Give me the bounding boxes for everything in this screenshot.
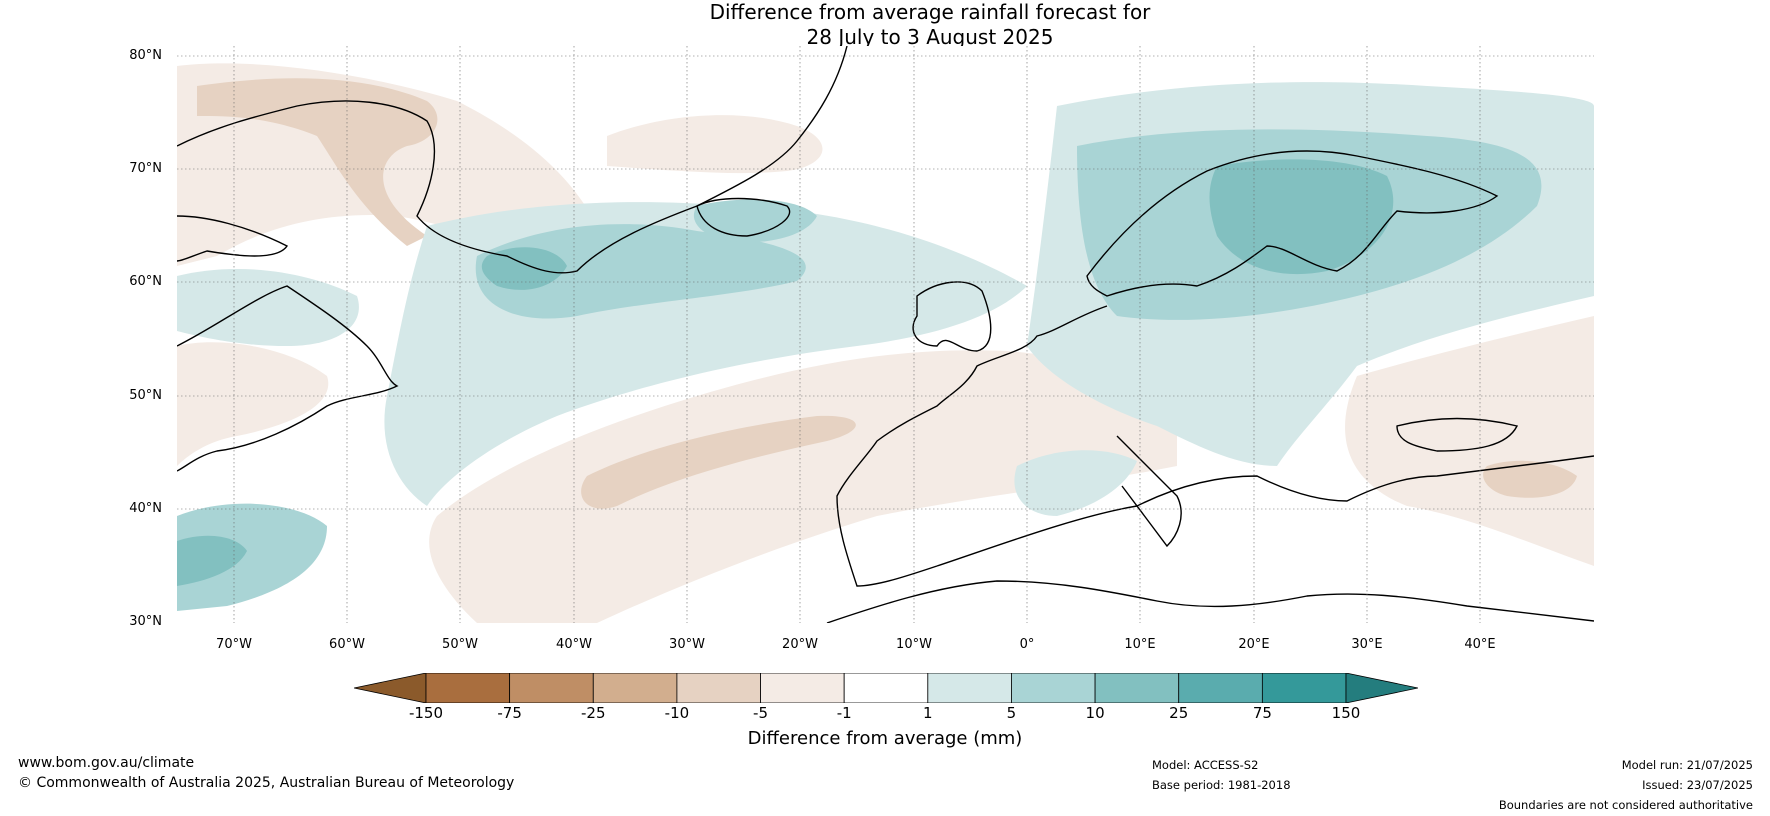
scandinavia-coast: [1086, 150, 1499, 297]
colorbar-tick-label: 1: [923, 704, 933, 722]
colorbar-tick-label: 5: [1006, 704, 1017, 722]
lat-label-70n: 70°N: [129, 161, 162, 176]
wet-area-atlantic-core: [475, 224, 806, 319]
anomaly-fields: [177, 63, 1594, 623]
dry-area-mid-atlantic: [429, 350, 1177, 623]
wet-area-subtropical: [177, 503, 327, 611]
baffin-coast: [177, 215, 289, 262]
dry-area-labrador: [177, 342, 329, 466]
lon-label-10e: 10°E: [1124, 637, 1156, 652]
lat-label-60n: 60°N: [129, 274, 162, 289]
british-isles-coast: [912, 281, 992, 352]
footer-copyright: © Commonwealth of Australia 2025, Austra…: [18, 775, 515, 791]
colorbar-arrow-left: [354, 673, 427, 703]
colorbar-segment: [843, 673, 929, 703]
black-sea-coast: [1396, 417, 1519, 452]
wet-area-iceland: [693, 199, 817, 243]
lon-label-30w: 30°W: [669, 637, 705, 652]
colorbar-tick-label: 10: [1085, 704, 1105, 722]
colorbar-segment: [927, 673, 1012, 703]
iceland-coast: [696, 197, 791, 237]
lon-label-60w: 60°W: [329, 637, 365, 652]
colorbar-tick-label: -1: [836, 704, 852, 722]
colorbar-segment: [760, 673, 845, 703]
lon-label-30e: 30°E: [1351, 637, 1383, 652]
wet-area-mediterranean: [1014, 450, 1137, 516]
dry-area-mid-atlantic-core: [581, 415, 856, 509]
title-line-2: 28 July to 3 August 2025: [806, 25, 1054, 49]
colorbar-tick-label: -10: [664, 704, 690, 722]
colorbar-segment: [1178, 673, 1263, 703]
italy-coast: [1116, 435, 1182, 548]
lon-label-10w: 10°W: [896, 637, 932, 652]
colorbar-label: Difference from average (mm): [747, 728, 1023, 749]
lat-label-40n: 40°N: [129, 501, 162, 516]
map-svg: [177, 46, 1594, 623]
colorbar-tick-label: -150: [408, 704, 444, 722]
footer-issued: Issued: 23/07/2025: [1642, 778, 1753, 792]
wet-area-canada: [177, 268, 359, 346]
map-title: Difference from average rainfall forecas…: [0, 0, 1770, 50]
colorbar-tick-label: -25: [581, 704, 606, 722]
colorbar-segment: [1261, 673, 1347, 703]
mediterranean-coast: [936, 455, 1594, 567]
colorbar-segment: [425, 673, 511, 703]
colorbar-arrow-right: [1345, 673, 1418, 703]
colorbar-tick-label: 75: [1252, 704, 1272, 722]
europe-atlantic-coast: [836, 305, 1108, 587]
colorbar-segment: [1094, 673, 1180, 703]
colorbar-tick-label: -5: [753, 704, 769, 722]
dry-area-greenland-core: [197, 78, 438, 246]
footer-base-period: Base period: 1981-2018: [1152, 778, 1291, 792]
lon-label-50w: 50°W: [442, 637, 478, 652]
footer-disclaimer: Boundaries are not considered authoritat…: [1498, 798, 1753, 812]
footer-model-run: Model run: 21/07/2025: [1621, 758, 1753, 772]
dry-area-north-atlantic: [607, 115, 823, 174]
colorbar-segment: [676, 673, 761, 703]
lat-label-80n: 80°N: [129, 48, 162, 63]
graticule: [177, 46, 1594, 623]
colorbar-tick-label: 25: [1169, 704, 1189, 722]
footer-model: Model: ACCESS-S2: [1152, 758, 1259, 772]
title-line-1: Difference from average rainfall forecas…: [709, 0, 1151, 24]
lon-label-0: 0°: [1019, 637, 1035, 652]
colorbar-segment: [509, 673, 594, 703]
lon-label-40e: 40°E: [1464, 637, 1496, 652]
colorbar-tick-label: -75: [497, 704, 522, 722]
colorbar-tick-label: 150: [1331, 704, 1361, 722]
coastlines: [177, 46, 1594, 623]
africa-north-coast: [826, 580, 1594, 623]
lon-label-20w: 20°W: [782, 637, 818, 652]
lat-label-30n: 30°N: [129, 614, 162, 629]
labrador-coast: [177, 285, 399, 472]
wet-area-subtropical-core: [177, 535, 247, 586]
greenland-coast: [177, 46, 848, 274]
colorbar-segment: [1011, 673, 1096, 703]
lon-label-70w: 70°W: [216, 637, 252, 652]
footer-website: www.bom.gov.au/climate: [18, 755, 195, 771]
dry-area-europe-east: [1345, 316, 1594, 566]
dry-area-turkey: [1483, 460, 1577, 498]
colorbar-segment: [592, 673, 678, 703]
rainfall-map: [177, 46, 1594, 623]
lon-label-20e: 20°E: [1238, 637, 1270, 652]
lat-label-50n: 50°N: [129, 388, 162, 403]
lon-label-40w: 40°W: [556, 637, 592, 652]
colorbar: [354, 673, 1418, 703]
wet-area-south-greenland: [481, 247, 567, 290]
wet-area-finland-core: [1209, 159, 1394, 275]
